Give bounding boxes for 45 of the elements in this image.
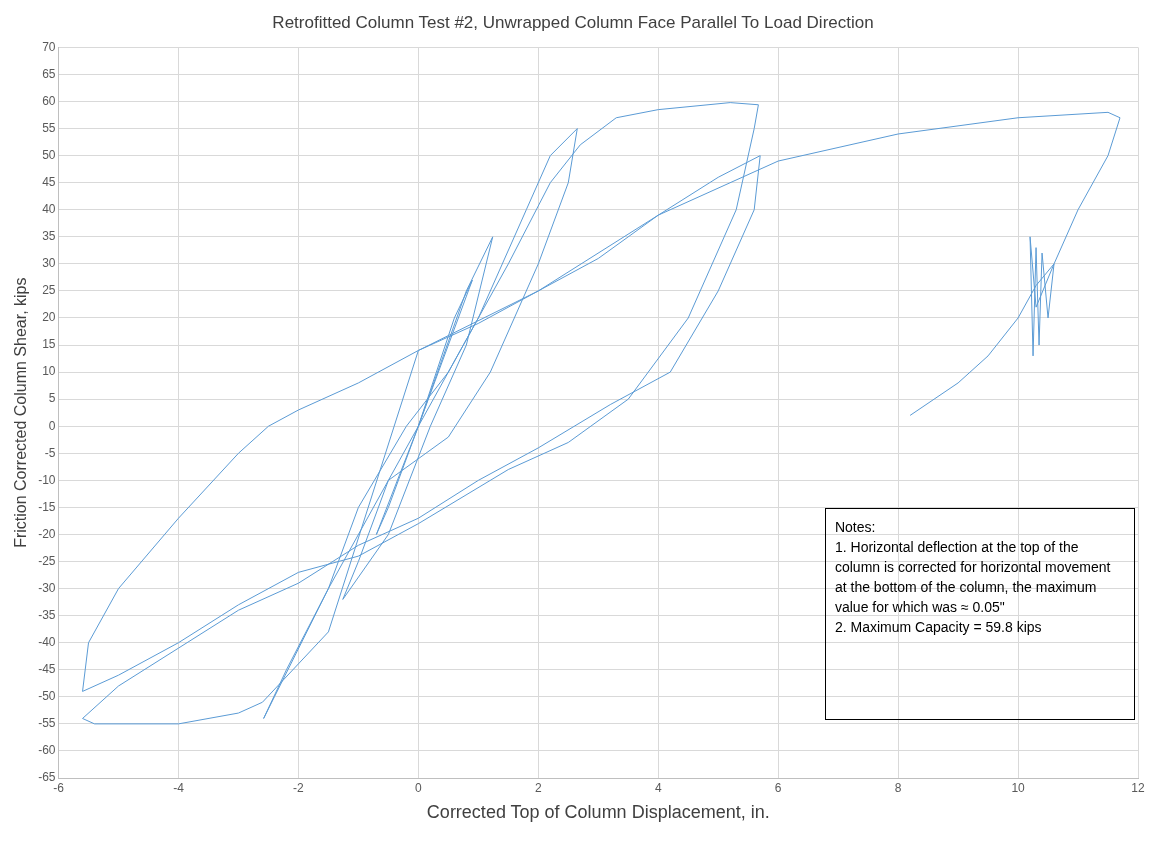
x-tick-label: 6 [774, 780, 782, 795]
y-tick-label: 35 [42, 229, 56, 244]
x-tick-label: -2 [293, 780, 305, 795]
y-tick-label: -30 [38, 580, 56, 595]
y-tick-label: -15 [38, 499, 56, 514]
y-tick-label: 45 [42, 175, 56, 190]
y-tick-label: 55 [42, 120, 56, 135]
y-tick-label: 5 [48, 391, 56, 406]
y-tick-label: -25 [38, 553, 56, 568]
y-tick-label: 40 [42, 202, 56, 217]
y-tick-label: 25 [42, 283, 56, 298]
y-axis-title: Friction Corrected Column Shear, kips [12, 277, 30, 548]
y-tick-label: 20 [42, 310, 56, 325]
y-tick-label: 10 [42, 364, 56, 379]
annotation: 1. Horizontal deflection at the top of the column is corrected for horizontal movement at the bottom of the column, the maximum value for which was ≈ 0.05" [834, 537, 1112, 617]
y-tick-label: -60 [38, 743, 56, 758]
y-tick-label: 60 [42, 93, 56, 108]
y-tick-label: 50 [42, 147, 56, 162]
x-tick-label: 10 [1011, 780, 1026, 795]
y-tick-label: 15 [42, 337, 56, 352]
annotation: 2. Maximum Capacity = 59.8 kips [834, 617, 1043, 637]
y-tick-label: -45 [38, 662, 56, 677]
x-tick-label: 2 [534, 780, 542, 795]
y-tick-label: -10 [38, 472, 56, 487]
y-tick-label: 30 [42, 256, 56, 271]
annotation: Notes: [834, 517, 877, 537]
y-tick-label: -50 [38, 689, 56, 704]
x-tick-label: 12 [1131, 780, 1145, 795]
y-tick-label: 65 [42, 66, 56, 81]
x-tick-label: 8 [894, 780, 902, 795]
y-tick-label: -35 [38, 607, 56, 622]
y-tick-label: -40 [38, 635, 56, 650]
chart-title: Retrofitted Column Test #2, Unwrapped Column Face Parallel To Load Direction [272, 12, 874, 32]
y-tick-label: 70 [42, 39, 56, 54]
y-tick-label: 0 [48, 418, 56, 433]
x-tick-label: 4 [654, 780, 662, 795]
notes-box: Notes: 1. Horizontal deflection at the top of the column is corrected for horizontal movement at the bottom of the column, the maximum value for which was ≈ 0.05" 2. Maximum Capacity = 59.8 kips [824, 507, 1135, 720]
y-tick-label: -20 [38, 526, 56, 541]
x-axis-title: Corrected Top of Column Displacement, in. [426, 802, 770, 823]
y-tick-label: -5 [44, 445, 56, 460]
y-tick-label: -55 [38, 716, 56, 731]
x-tick-label: 0 [415, 780, 423, 795]
y-tick-label: -65 [38, 770, 56, 785]
x-tick-label: -6 [53, 780, 65, 795]
x-tick-label: -4 [173, 780, 185, 795]
